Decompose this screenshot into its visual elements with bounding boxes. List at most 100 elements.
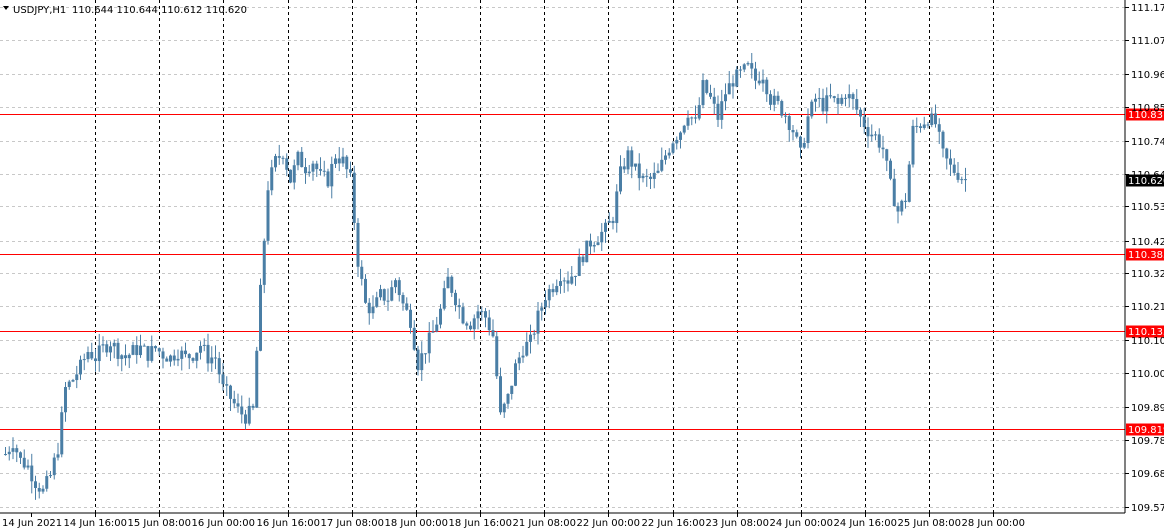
candle xyxy=(11,437,15,460)
candle xyxy=(446,267,450,289)
candle xyxy=(907,161,911,203)
candle xyxy=(277,144,281,165)
candle xyxy=(735,66,739,88)
candle xyxy=(465,321,469,330)
candle xyxy=(49,470,52,478)
candle xyxy=(379,284,382,301)
candle xyxy=(885,148,889,172)
candle xyxy=(157,347,161,356)
candle xyxy=(701,73,705,109)
candle xyxy=(262,238,266,294)
candle xyxy=(19,451,22,465)
candle xyxy=(199,341,202,360)
candle xyxy=(874,131,877,141)
level-price-badge xyxy=(1126,248,1164,261)
candle xyxy=(37,482,41,499)
candle xyxy=(956,161,960,183)
candle xyxy=(799,135,802,158)
candle xyxy=(476,304,480,330)
candle xyxy=(416,345,420,376)
candle xyxy=(487,309,491,336)
candle xyxy=(937,118,941,144)
symbol-title: USDJPY,H1 xyxy=(13,5,66,16)
candle xyxy=(787,113,791,142)
candle xyxy=(180,346,184,371)
candle xyxy=(934,104,937,128)
candle xyxy=(517,351,521,371)
candle xyxy=(866,117,870,148)
candle xyxy=(506,393,510,409)
candle xyxy=(461,302,465,325)
candle xyxy=(457,298,461,319)
candle xyxy=(214,345,217,370)
dropdown-triangle-icon[interactable] xyxy=(3,6,9,10)
candle xyxy=(776,91,780,105)
x-tick-label: 16 Jun 16:00 xyxy=(257,518,321,529)
candle xyxy=(202,338,206,352)
candle xyxy=(814,93,817,112)
candle xyxy=(727,71,731,95)
candle xyxy=(34,475,37,500)
level-price-badge xyxy=(1126,108,1164,121)
candle xyxy=(757,71,761,86)
candle xyxy=(375,291,379,308)
candle xyxy=(454,289,457,312)
candle xyxy=(337,146,341,172)
candle xyxy=(795,129,799,139)
candle xyxy=(56,442,60,461)
candle xyxy=(154,345,157,352)
candle xyxy=(345,155,349,179)
price-axis: 111.175 111.070 110.960 110.855 110.745 110.6… xyxy=(1124,0,1164,514)
candle xyxy=(686,110,690,130)
candle xyxy=(292,159,296,190)
candle xyxy=(649,173,652,190)
candle xyxy=(836,93,840,115)
candle xyxy=(926,121,930,129)
candle xyxy=(187,353,191,370)
candle xyxy=(94,348,97,372)
candle xyxy=(949,149,952,177)
candle xyxy=(206,333,210,372)
y-tick-label: 110.425 xyxy=(1131,237,1164,248)
candle xyxy=(724,83,727,111)
candle xyxy=(559,268,562,294)
candle xyxy=(484,308,487,328)
candle xyxy=(266,181,270,245)
candle xyxy=(289,169,292,184)
candle xyxy=(622,157,626,174)
x-tick-label: 24 Jun 16:00 xyxy=(834,518,898,529)
candle xyxy=(641,173,645,183)
candle xyxy=(191,357,195,364)
candle xyxy=(930,108,934,128)
candle xyxy=(431,320,435,333)
candle xyxy=(656,163,660,174)
current-price-label: 110.620 xyxy=(1128,176,1164,187)
level-price-label: 109.819 xyxy=(1128,425,1164,436)
candle xyxy=(675,136,679,150)
y-tick-label: 110.960 xyxy=(1131,70,1164,81)
candle xyxy=(716,95,720,128)
candle xyxy=(765,77,769,102)
current-price-badge xyxy=(1126,174,1164,187)
candle xyxy=(495,331,499,380)
x-tick-label: 21 Jun 08:00 xyxy=(513,518,577,529)
candle xyxy=(352,165,356,231)
candle xyxy=(694,105,697,124)
candle xyxy=(952,158,956,176)
candle xyxy=(52,453,56,480)
candle xyxy=(499,367,502,415)
y-tick-label: 110.215 xyxy=(1131,302,1164,313)
candle xyxy=(356,218,360,278)
candle xyxy=(941,130,945,158)
level-price-badge xyxy=(1126,325,1164,338)
candle xyxy=(405,297,409,311)
candle xyxy=(90,342,94,361)
candle xyxy=(829,83,832,99)
candle xyxy=(611,216,615,230)
level-price-label: 110.831 xyxy=(1128,110,1164,121)
candle xyxy=(634,163,637,171)
candle xyxy=(210,346,214,372)
candle xyxy=(772,88,776,112)
candles xyxy=(4,53,967,500)
